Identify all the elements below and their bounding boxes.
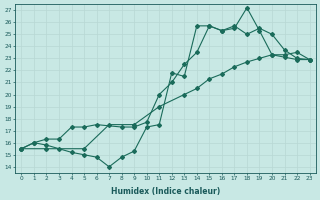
X-axis label: Humidex (Indice chaleur): Humidex (Indice chaleur) [111,187,220,196]
